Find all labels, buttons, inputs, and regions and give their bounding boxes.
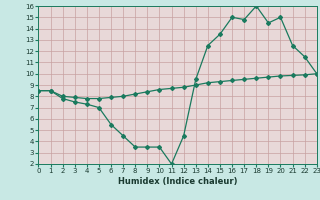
X-axis label: Humidex (Indice chaleur): Humidex (Indice chaleur) — [118, 177, 237, 186]
